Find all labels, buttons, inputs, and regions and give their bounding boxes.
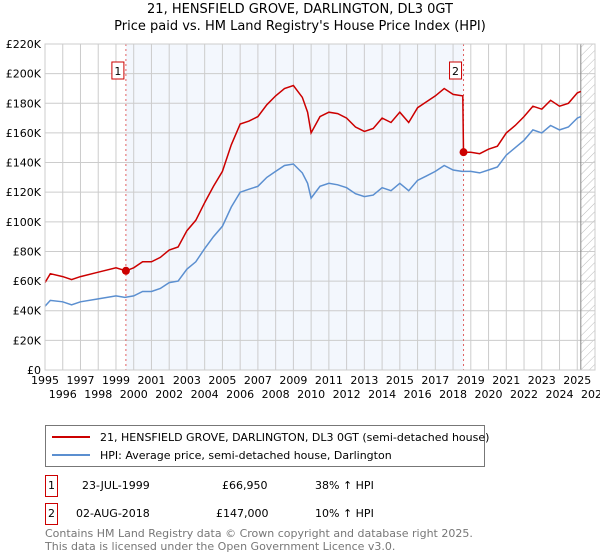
y-tick-label: £140K <box>6 157 42 170</box>
transaction-date: 23-JUL-1999 <box>82 479 150 492</box>
y-tick-label: £0 <box>27 364 41 377</box>
x-tick-label: 2018 <box>439 388 467 401</box>
x-tick-label: 2024 <box>546 388 574 401</box>
legend: 21, HENSFIELD GROVE, DARLINGTON, DL3 0GT… <box>45 425 489 467</box>
x-tick-label: 1997 <box>66 374 94 387</box>
x-tick-label: 2007 <box>244 374 272 387</box>
x-tick-label: 2017 <box>421 374 449 387</box>
transaction-badge: 2 <box>45 503 58 525</box>
sale-point <box>121 266 130 275</box>
legend-swatch <box>52 436 90 438</box>
footer-copyright: Contains HM Land Registry data © Crown c… <box>45 527 473 540</box>
sale-label: 1 <box>114 65 121 78</box>
x-tick-label: 2004 <box>191 388 219 401</box>
forecast-hatch <box>580 44 595 370</box>
x-tick-label: 2001 <box>137 374 165 387</box>
plot-border <box>44 43 596 371</box>
y-tick-label: £20K <box>13 334 42 347</box>
y-tick-label: £80K <box>13 245 42 258</box>
x-tick-label: 2006 <box>226 388 254 401</box>
y-tick-label: £220K <box>6 38 42 51</box>
y-tick-label: £200K <box>6 68 42 81</box>
y-tick-label: £160K <box>6 127 42 140</box>
x-tick-label: 2003 <box>173 374 201 387</box>
transaction-hpi: 38% ↑ HPI <box>315 479 374 492</box>
x-tick-label: 2016 <box>404 388 432 401</box>
hpi-line <box>44 115 582 307</box>
chart-subtitle: Price paid vs. HM Land Registry's House … <box>114 19 486 34</box>
transaction-row: 2 02-AUG-2018 £147,000 10% ↑ HPI <box>45 503 445 525</box>
transaction-row: 1 23-JUL-1999 £66,950 38% ↑ HPI <box>45 475 445 497</box>
y-tick-label: £60K <box>13 275 42 288</box>
x-tick-label: 2015 <box>386 374 414 387</box>
x-tick-label: 1995 <box>31 374 59 387</box>
y-tick-label: £120K <box>6 186 42 199</box>
transaction-badge: 1 <box>45 475 58 497</box>
x-tick-label: 2011 <box>315 374 343 387</box>
x-tick-label: 2026 <box>581 388 600 401</box>
ownership-shade <box>125 44 464 370</box>
sale-label: 2 <box>452 65 459 78</box>
sale-label-box <box>111 61 125 80</box>
x-tick-label: 2025 <box>563 374 591 387</box>
legend-label: 21, HENSFIELD GROVE, DARLINGTON, DL3 0GT… <box>100 430 490 444</box>
x-tick-label: 2008 <box>262 388 290 401</box>
x-tick-label: 1998 <box>84 388 112 401</box>
x-tick-label: 2010 <box>297 388 325 401</box>
x-tick-label: 2021 <box>492 374 520 387</box>
transaction-price: £147,000 <box>216 507 269 520</box>
y-tick-label: £180K <box>6 97 42 110</box>
x-tick-label: 2023 <box>528 374 556 387</box>
transaction-price: £66,950 <box>222 479 268 492</box>
chart-title: 21, HENSFIELD GROVE, DARLINGTON, DL3 0GT <box>147 2 453 17</box>
legend-item-property: 21, HENSFIELD GROVE, DARLINGTON, DL3 0GT… <box>52 429 489 445</box>
x-tick-label: 2013 <box>350 374 378 387</box>
sale-point <box>459 148 468 157</box>
footer: Contains HM Land Registry data © Crown c… <box>45 527 473 553</box>
price-chart: 1995199619971998199920002001200220032004… <box>6 38 600 401</box>
x-tick-label: 2014 <box>368 388 396 401</box>
x-tick-label: 1996 <box>49 388 77 401</box>
x-tick-label: 2020 <box>475 388 503 401</box>
legend-swatch <box>52 454 90 456</box>
x-tick-label: 2022 <box>510 388 538 401</box>
transaction-hpi: 10% ↑ HPI <box>315 507 374 520</box>
legend-label: HPI: Average price, semi-detached house,… <box>100 448 392 462</box>
y-tick-label: £40K <box>13 305 42 318</box>
legend-item-hpi: HPI: Average price, semi-detached house,… <box>52 447 392 463</box>
sale-label-box <box>449 61 463 80</box>
x-tick-label: 2012 <box>333 388 361 401</box>
y-tick-label: £100K <box>6 216 42 229</box>
x-tick-label: 2009 <box>279 374 307 387</box>
x-tick-label: 2005 <box>208 374 236 387</box>
x-tick-label: 2000 <box>120 388 148 401</box>
property-line <box>44 84 582 283</box>
transaction-date: 02-AUG-2018 <box>76 507 150 520</box>
x-tick-label: 2002 <box>155 388 183 401</box>
footer-licence: This data is licensed under the Open Gov… <box>45 540 396 553</box>
x-tick-label: 2019 <box>457 374 485 387</box>
x-tick-label: 1999 <box>102 374 130 387</box>
